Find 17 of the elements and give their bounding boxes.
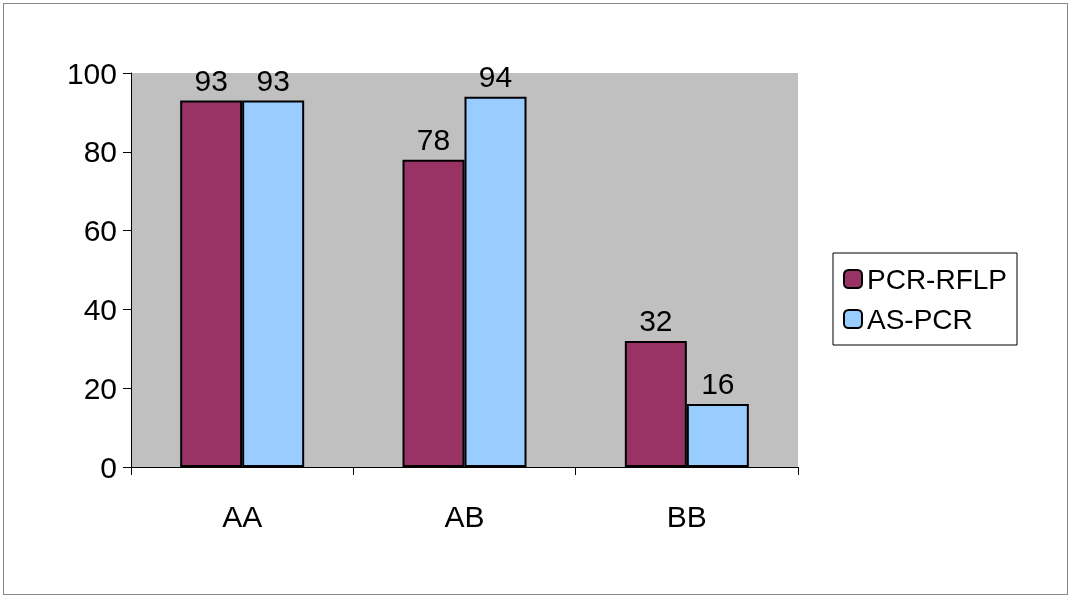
y-tick-label: 80 <box>83 135 117 169</box>
x-tick-label: BB <box>666 499 707 533</box>
x-tick-label: AB <box>444 499 485 533</box>
data-label: 78 <box>416 123 451 157</box>
y-tick-label: 60 <box>83 214 117 248</box>
y-tick-label: 20 <box>83 371 117 405</box>
x-tick-label: AA <box>222 499 263 533</box>
y-tick-label: 0 <box>100 450 117 484</box>
legend-label: AS-PCR <box>866 303 973 335</box>
data-label: 32 <box>639 304 673 338</box>
legend-label: PCR-RFLP <box>866 263 1007 295</box>
y-tick-label: 100 <box>66 56 117 90</box>
y-tick-label: 40 <box>83 292 117 326</box>
data-label: 93 <box>194 64 228 98</box>
data-label: 94 <box>478 60 513 94</box>
data-label: 93 <box>256 64 290 98</box>
data-label: 16 <box>701 367 735 401</box>
